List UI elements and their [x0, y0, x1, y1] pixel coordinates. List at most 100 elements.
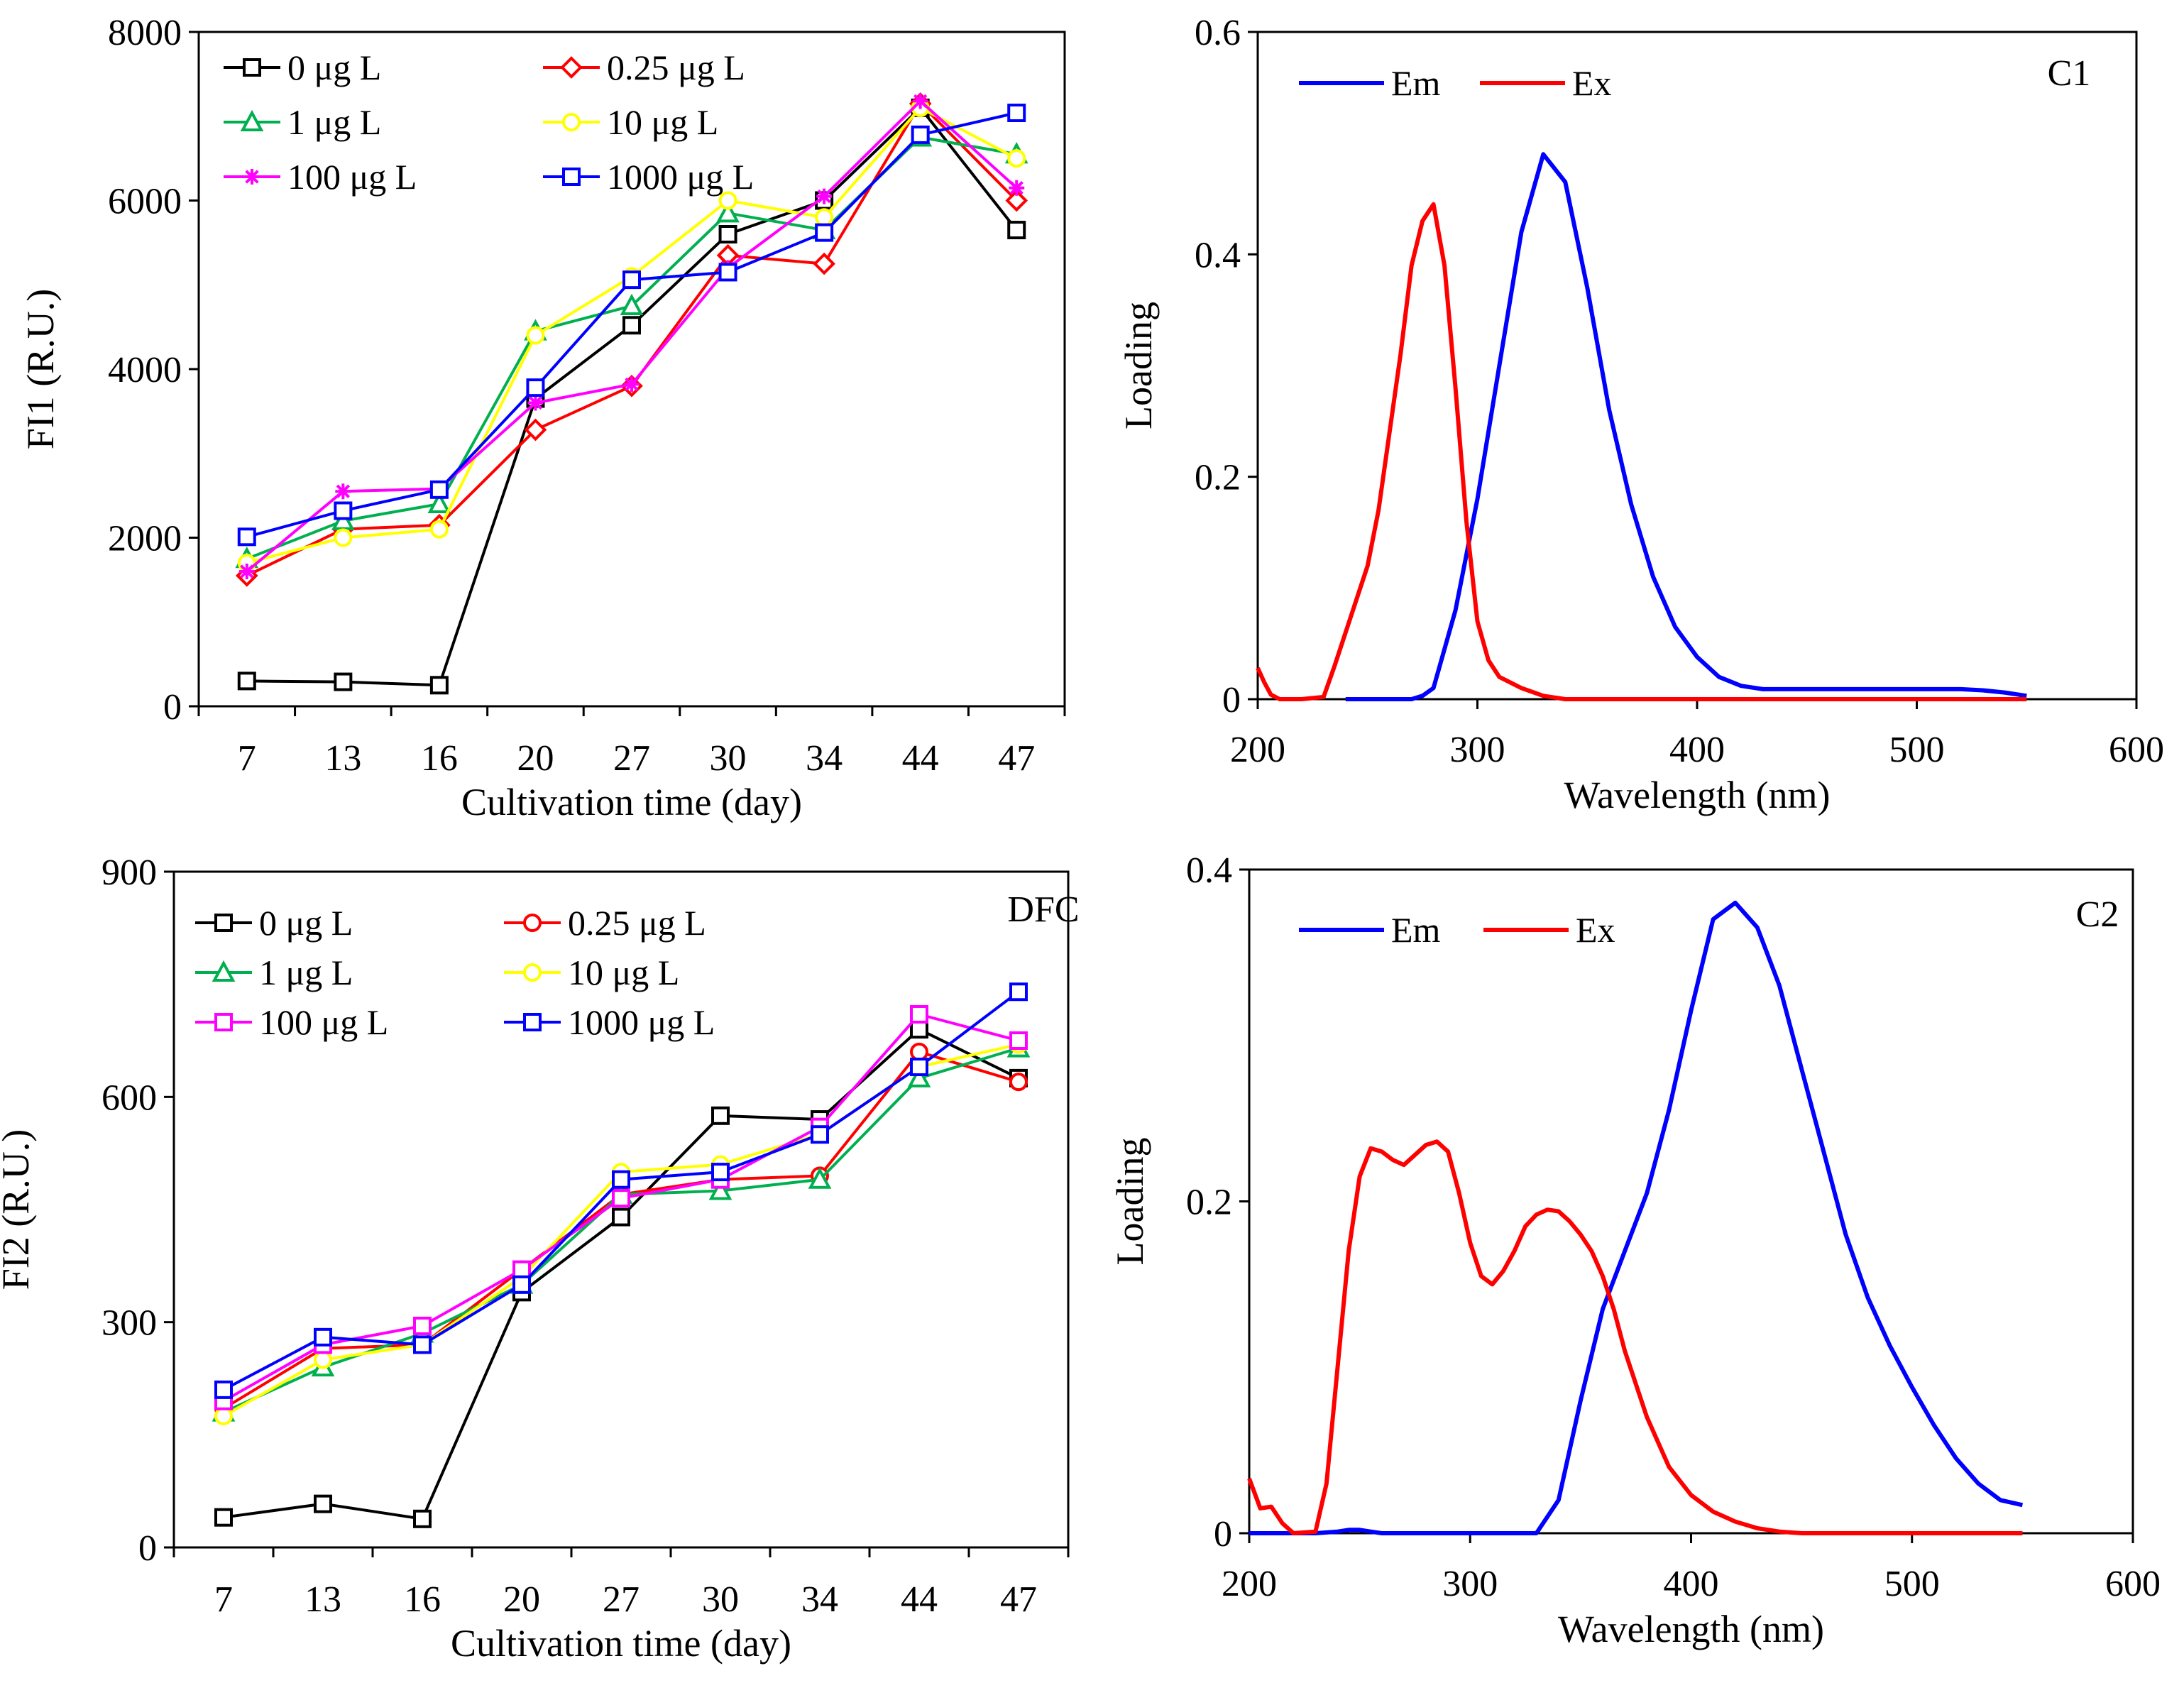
legend-label: 0.25 μg L — [607, 48, 745, 87]
data-point — [624, 376, 640, 393]
legend-label: 1 μg L — [287, 102, 381, 142]
legend-marker — [560, 56, 583, 79]
legend-label: Ex — [1576, 910, 1615, 950]
data-point — [718, 191, 737, 210]
data-point — [429, 676, 449, 695]
data-point — [334, 672, 353, 691]
data-point — [334, 528, 353, 547]
x-tick-label: 16 — [421, 738, 458, 779]
series-5 — [214, 982, 1028, 1399]
chart-c2: 0 0.2 0.4 200 300 400 500 600 Wavelength (nm) Loa… — [1109, 850, 2161, 1650]
data-point — [711, 1163, 730, 1182]
x-axis-label: Wavelength (nm) — [1558, 1608, 1824, 1650]
data-point — [907, 1065, 931, 1087]
legend-label: Ex — [1572, 63, 1612, 103]
x-tick-label: 300 — [1450, 730, 1505, 770]
panel-annotation: C1 — [2048, 53, 2091, 94]
series-line — [223, 1028, 1019, 1520]
data-point — [813, 252, 835, 275]
x-axis-label: Cultivation time (day) — [461, 781, 802, 823]
legend-marker — [523, 914, 542, 932]
data-point — [620, 293, 644, 315]
x-tick-label: 47 — [998, 738, 1035, 779]
legend-marker — [244, 169, 260, 185]
plot-frame — [1248, 868, 2134, 1535]
legend-label: 100 μg L — [259, 1002, 388, 1042]
chart-fi2: 0 300 600 900 7 13 16 20 27 30 34 44 47 Cultivation t… — [0, 853, 1080, 1665]
series-line — [246, 136, 1017, 561]
data-point — [622, 270, 641, 290]
legend-marker — [562, 113, 581, 131]
legend: Em Ex — [1299, 63, 1612, 103]
legend-label: 10 μg L — [568, 953, 679, 992]
data-point — [718, 225, 737, 243]
legend-label: 0.25 μg L — [568, 903, 706, 943]
series-1 — [214, 1042, 1028, 1418]
data-point — [622, 316, 641, 335]
x-tick-label: 27 — [603, 1579, 640, 1620]
data-point — [1005, 189, 1028, 212]
data-point — [912, 93, 928, 109]
series-0 — [214, 1020, 1028, 1528]
x-tick-label: 30 — [702, 1579, 739, 1620]
x-tick-label: 400 — [1669, 730, 1725, 770]
data-point — [910, 1004, 928, 1024]
series-5 — [237, 104, 1026, 547]
x-tick-label: 13 — [304, 1579, 341, 1620]
data-point — [1009, 1073, 1028, 1092]
chart-fi1: 0 2000 4000 6000 8000 7 13 16 20 27 30 34 44 47 Cultiv… — [19, 13, 1066, 823]
x-tick-label: 44 — [901, 1579, 938, 1620]
series-line — [1345, 152, 2027, 701]
legend-label: 10 μg L — [607, 102, 718, 142]
y-tick-label: 0.4 — [1186, 850, 1232, 891]
data-point — [1007, 221, 1026, 240]
x-tick-label: 34 — [801, 1579, 838, 1620]
data-point — [237, 671, 256, 691]
x-tick-label: 44 — [902, 738, 939, 779]
data-point — [314, 1327, 332, 1347]
legend-label: Em — [1391, 63, 1441, 103]
x-axis-label: Cultivation time (day) — [451, 1622, 791, 1665]
y-axis-label: FI2 (R.U.) — [0, 1129, 37, 1290]
series-1 — [1256, 202, 2027, 701]
data-point — [526, 378, 545, 398]
x-tick-label: 34 — [806, 738, 843, 779]
legend-marker — [523, 963, 542, 982]
series-line — [1249, 900, 2024, 1535]
data-point — [214, 1508, 233, 1527]
legend-marker — [562, 168, 581, 186]
data-point — [334, 501, 353, 520]
y-tick-label: 2000 — [108, 519, 182, 559]
x-tick-label: 30 — [710, 738, 747, 779]
data-point — [716, 201, 740, 223]
data-point — [910, 1020, 928, 1039]
legend: 0 μg L 0.25 μg L 1 μg L 10 μg L 100 μg L 1000… — [195, 903, 715, 1042]
data-point — [512, 1260, 531, 1279]
data-point — [910, 1058, 928, 1077]
data-point — [811, 1125, 829, 1144]
data-point — [612, 1207, 630, 1227]
data-point — [427, 491, 451, 513]
data-point — [429, 480, 449, 499]
data-point — [815, 223, 834, 242]
panel-annotation: DFC — [1007, 889, 1079, 930]
legend-marker — [240, 109, 264, 131]
data-point — [1007, 149, 1026, 168]
data-point — [1009, 1031, 1028, 1050]
y-tick-label: 8000 — [108, 13, 182, 53]
x-tick-label: 200 — [1230, 730, 1285, 770]
series-4 — [238, 93, 1025, 579]
legend-label: 1000 μg L — [607, 157, 754, 197]
legend-label: 1 μg L — [259, 953, 353, 992]
data-point — [335, 483, 351, 500]
data-point — [1007, 104, 1026, 122]
y-tick-label: 600 — [101, 1078, 157, 1118]
x-tick-label: 20 — [503, 1579, 540, 1620]
data-point — [512, 1275, 531, 1294]
legend-marker — [212, 960, 236, 982]
x-tick-label: 500 — [1889, 730, 1945, 770]
legend-label: 0 μg L — [287, 48, 381, 87]
x-tick-label: 7 — [214, 1579, 233, 1620]
y-tick-label: 0 — [1222, 680, 1241, 720]
